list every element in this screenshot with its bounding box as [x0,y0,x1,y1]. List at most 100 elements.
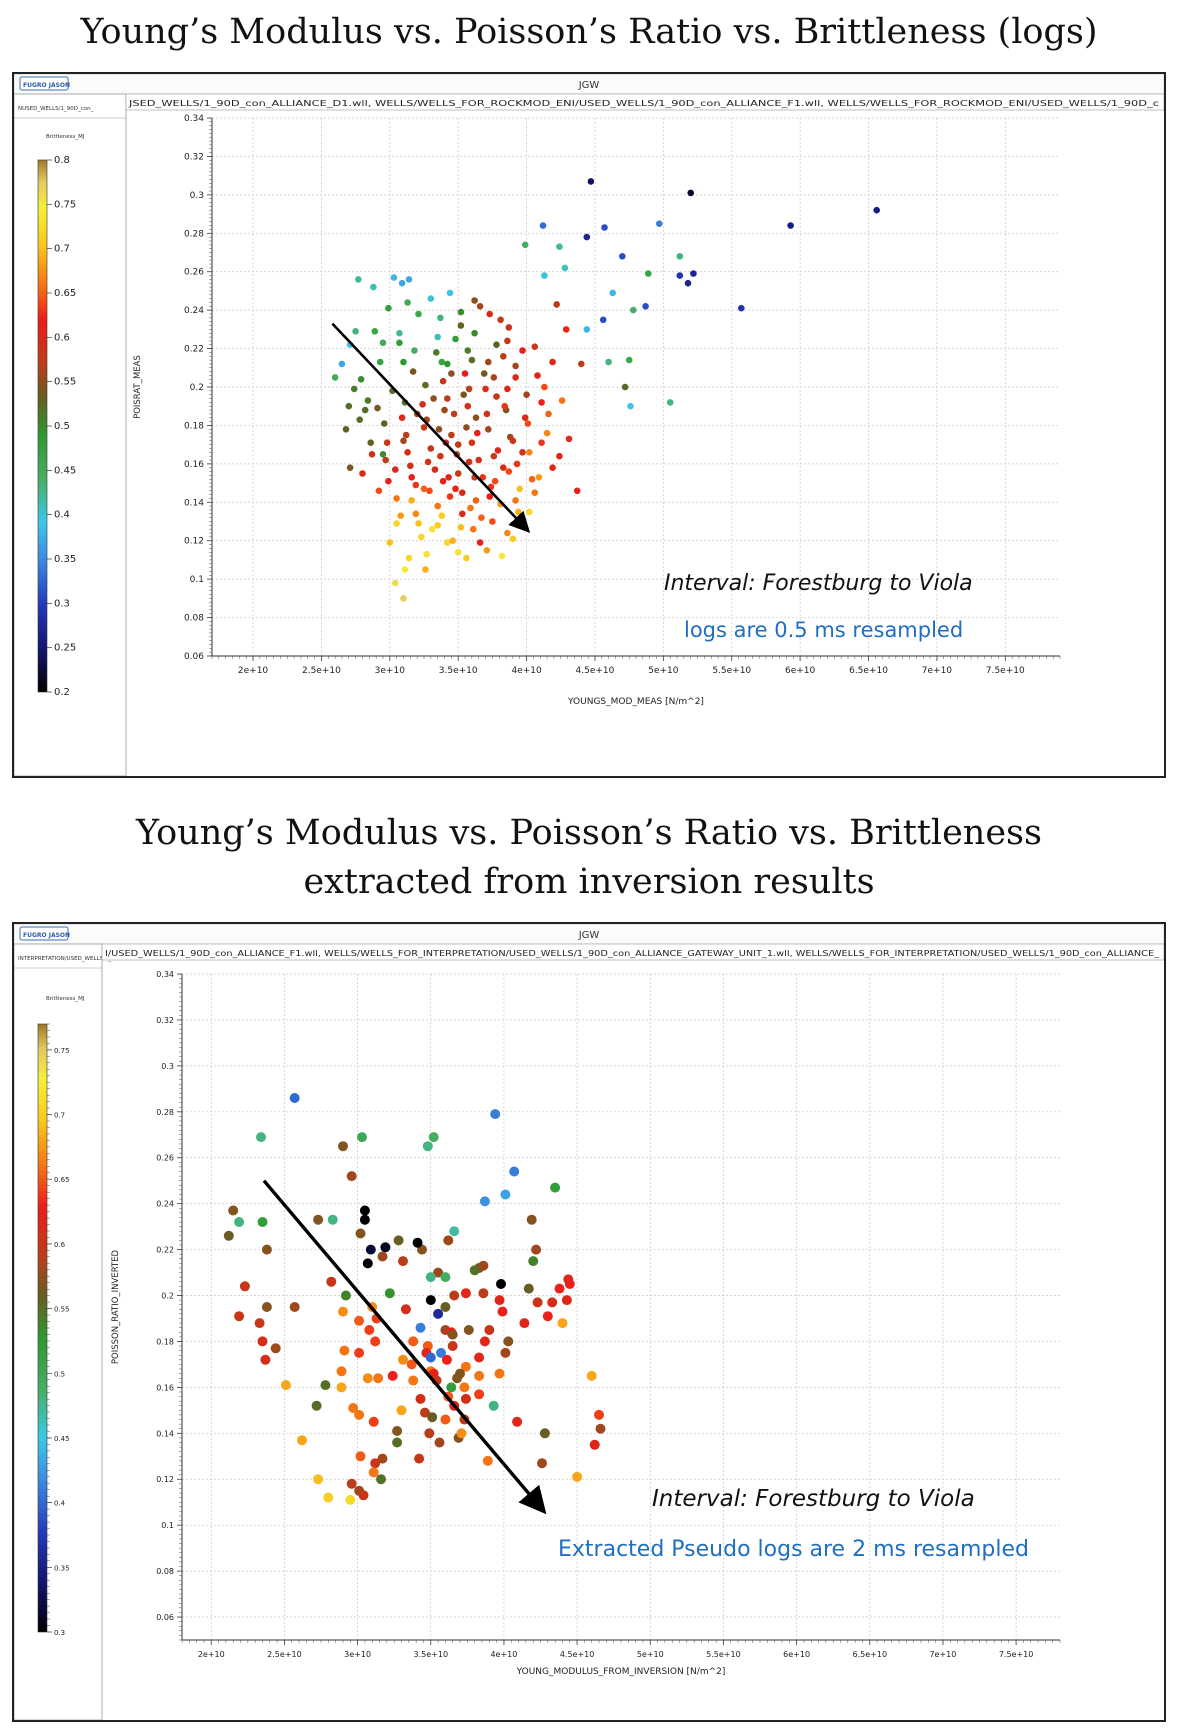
resampling-annotation: Extracted Pseudo logs are 2 ms resampled [558,1537,1029,1562]
y-tick-label: 0.24 [156,1200,174,1209]
file-path-text: I/USED_WELLS/1_90D_con_ALLIANCE_F1.wll, … [105,949,1160,958]
data-point [531,343,539,351]
data-point [676,272,684,279]
y-tick-label: 0.18 [184,421,204,431]
left-legend-pane [13,943,103,1721]
y-tick-label: 0.34 [184,114,204,124]
data-point [459,489,466,497]
data-point [444,360,451,368]
data-point [408,1375,419,1386]
data-point [352,328,359,335]
data-point [397,512,405,519]
data-point [482,1455,493,1466]
data-point [562,326,570,333]
data-point [412,481,420,489]
data-point [537,1458,547,1469]
data-point [377,1251,388,1262]
data-point [519,1318,530,1329]
y-tick-label: 0.12 [156,1475,174,1484]
data-point [454,470,462,477]
interval-annotation: Interval: Forestburg to Viola [664,571,973,596]
data-point [493,393,500,400]
x-tick-label: 2.5e+10 [302,666,341,676]
colorbar-title: Brittleness_MJ [46,996,85,1002]
data-point [270,1343,281,1354]
data-point [404,449,411,456]
data-point [424,1428,435,1439]
data-point [666,399,674,406]
data-point [427,445,435,452]
colorbar-tick-label: 0.65 [54,288,76,299]
data-point [452,485,459,493]
data-point [541,383,548,391]
data-point [490,452,498,460]
data-point [497,316,504,324]
x-tick-label: 3e+10 [344,1650,371,1659]
data-point [583,326,591,333]
data-point [484,1325,495,1335]
data-point [355,1228,366,1239]
data-point [392,1426,403,1436]
data-point [524,420,532,427]
data-point [478,1288,489,1299]
data-point [478,514,485,521]
data-point [627,402,634,410]
data-point [346,1171,357,1182]
data-point [385,304,392,312]
bottom-chart-panel: JGW FUGRO JASON INTERPRETATION/USED_WELLS/… [12,922,1166,1722]
data-point [364,1325,375,1335]
colorbar-tick-label: 0.55 [54,377,76,388]
data-point [373,1373,384,1384]
data-point [382,456,390,464]
colorbar-tick-label: 0.4 [54,1500,66,1508]
data-point [545,410,552,418]
colorbar [37,159,48,693]
data-point [415,520,422,527]
data-point [498,552,506,560]
data-point [512,497,519,504]
data-point [374,404,381,412]
data-point [338,360,346,368]
data-point [554,1283,565,1294]
data-point [565,435,573,443]
colorbar-tick-label: 0.5 [54,1370,65,1378]
data-point [586,1370,597,1381]
data-point [501,402,509,410]
data-point [376,1474,386,1485]
left-pane-header: NUSED_WELLS/1_90D_con_ [18,106,94,112]
data-point [364,397,372,404]
data-point [400,437,407,445]
data-point [457,524,465,531]
data-point [407,462,414,470]
data-point [326,1276,337,1287]
data-point [412,510,420,518]
colorbar-tick-label: 0.35 [54,1564,70,1572]
data-point [393,1235,404,1246]
data-point [368,451,376,458]
data-point [408,474,416,481]
data-point [438,358,446,366]
data-point [684,279,692,287]
y-tick-label: 0.12 [184,537,204,547]
data-point [509,535,517,543]
data-point [261,1302,272,1312]
data-point [479,474,487,481]
file-path-text: JSED_WELLS/1_90D_con_ALLIANCE_D1.wll, WE… [128,99,1159,108]
data-point [531,489,539,497]
colorbar-tick-label: 0.55 [54,1306,70,1314]
data-point [254,1318,265,1329]
y-tick-label: 0.32 [184,152,204,162]
data-point [422,566,429,573]
data-points [223,1093,606,1505]
colorbar-title: Brittleness_MJ [46,134,85,140]
data-point [392,1437,403,1448]
data-point [471,297,478,304]
data-point [228,1205,239,1216]
data-point [595,1423,606,1434]
data-point [512,362,519,370]
data-point [371,328,379,335]
data-point [549,464,556,472]
colorbar-tick-label: 0.45 [54,1435,70,1443]
data-point [543,429,551,437]
data-point [572,1471,583,1482]
